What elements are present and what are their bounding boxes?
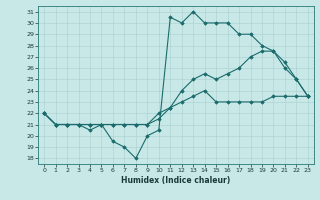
X-axis label: Humidex (Indice chaleur): Humidex (Indice chaleur) [121,176,231,185]
